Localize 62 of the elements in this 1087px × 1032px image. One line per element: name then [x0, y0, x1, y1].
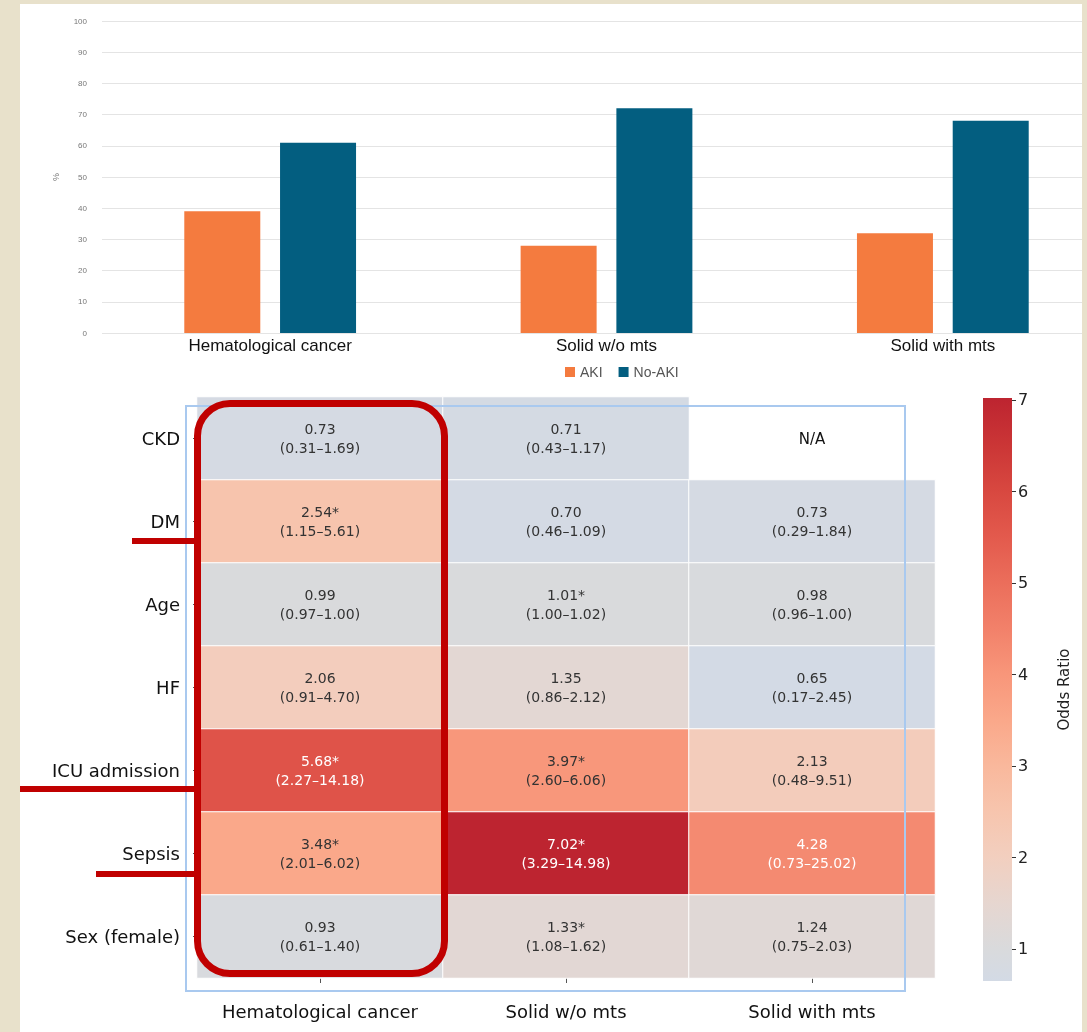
y-tick-label: 70	[78, 110, 88, 120]
x-tick-label: Solid w/o mts	[505, 1000, 627, 1022]
data-label: 5.68* (2.27–14.18)	[275, 753, 365, 788]
data-label: 0.71 (0.43–1.17)	[525, 421, 607, 456]
y-tick-label: 0	[82, 328, 88, 338]
color-bar-label: 6	[1018, 481, 1029, 501]
data-label: 3.48* (2.01–6.02)	[279, 836, 361, 871]
color-bar-label: 3	[1018, 756, 1029, 776]
x-tick-label: Solid with mts	[748, 1000, 876, 1022]
y-tick-label: 50	[78, 172, 88, 182]
data-label: 1.24 (0.75–2.03)	[771, 919, 853, 954]
y-tick-label: ICU admission	[52, 760, 180, 781]
bar	[520, 245, 597, 333]
data-label: 2.13 (0.48–9.51)	[771, 753, 853, 788]
bar	[184, 211, 261, 333]
x-tick-label: Solid with mts	[890, 336, 996, 355]
color-bar-label: 7	[1018, 390, 1029, 410]
data-label: 0.93 (0.61–1.40)	[279, 919, 361, 954]
text: N/A	[798, 429, 826, 448]
color-bar-label: 4	[1018, 664, 1029, 684]
data-label: 1.35 (0.86–2.12)	[525, 670, 607, 705]
x-tick-label: Hematological cancer	[188, 336, 353, 355]
y-tick-label: HF	[156, 677, 180, 698]
data-label: 1.33* (1.08–1.62)	[525, 919, 607, 954]
data-label: 0.65 (0.17–2.45)	[771, 670, 853, 705]
data-label: 2.54* (1.15–5.61)	[279, 504, 361, 539]
data-label: 1.01* (1.00–1.02)	[525, 587, 607, 622]
data-label: 0.73 (0.29–1.84)	[771, 504, 853, 539]
y-tick-label: 40	[78, 203, 88, 213]
y-axis-title: %	[50, 172, 61, 182]
data-label: 7.02* (3.29–14.98)	[521, 836, 611, 871]
legend-label: No-AKI	[633, 364, 679, 380]
color-bar-label: 5	[1018, 573, 1029, 593]
data-label: 4.28 (0.73–25.02)	[767, 836, 857, 871]
color-bar-label: 1	[1018, 939, 1029, 959]
y-tick-label: CKD	[141, 428, 180, 449]
y-tick-label: DM	[150, 511, 180, 532]
color-bar-label: 2	[1018, 847, 1029, 867]
bar	[952, 120, 1029, 333]
bar	[616, 108, 693, 333]
data-label: 0.70 (0.46–1.09)	[525, 504, 607, 539]
data-label: 2.06 (0.91–4.70)	[279, 670, 361, 705]
data-label: 3.97* (2.60–6.06)	[525, 753, 607, 788]
x-tick-label: Solid w/o mts	[555, 336, 658, 355]
data-label: 0.73 (0.31–1.69)	[279, 421, 361, 456]
data-label: 0.98 (0.96–1.00)	[771, 587, 853, 622]
y-tick-label: Sepsis	[122, 843, 180, 864]
y-tick-label: 10	[78, 297, 88, 307]
y-tick-label: 60	[78, 141, 88, 151]
y-tick-label: Age	[145, 594, 180, 615]
y-tick-label: 30	[78, 234, 88, 244]
y-tick-label: 100	[73, 16, 88, 26]
y-tick-label: 20	[78, 266, 88, 276]
y-tick-label: 90	[78, 47, 88, 57]
x-tick-label: Hematological cancer	[221, 1000, 419, 1022]
y-tick-label: 80	[78, 78, 88, 88]
legend-label: AKI	[580, 364, 603, 380]
y-tick-label: Sex (female)	[65, 926, 180, 947]
data-label: 0.99 (0.97–1.00)	[279, 587, 361, 622]
bar	[856, 233, 933, 333]
color-bar-title: Odds Ratio	[1054, 648, 1073, 731]
bar	[280, 142, 357, 333]
